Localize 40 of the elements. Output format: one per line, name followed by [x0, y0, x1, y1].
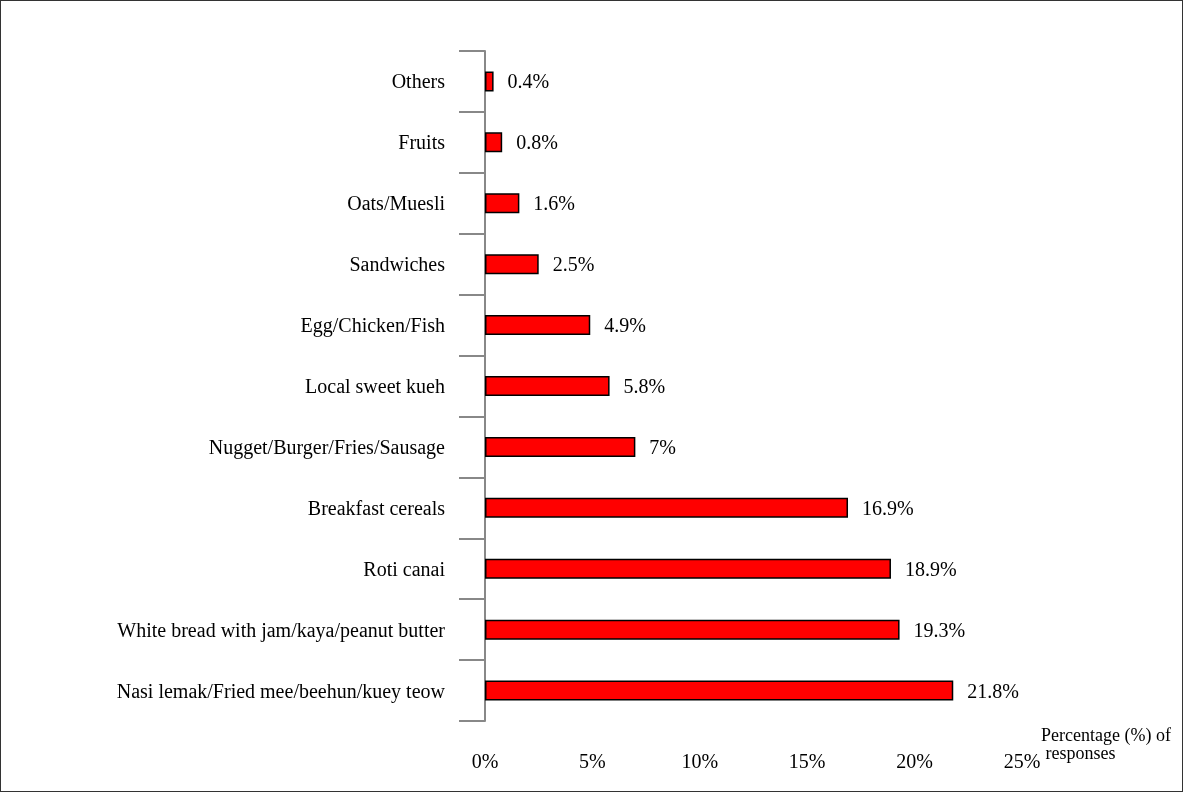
- bar: [485, 132, 503, 153]
- data-label: 19.3%: [913, 618, 966, 641]
- y-tick-label: Roti canai: [363, 557, 446, 580]
- x-tick-label: 20%: [896, 750, 933, 772]
- y-tick-label: Others: [391, 70, 446, 93]
- bar: [485, 436, 636, 457]
- x-tick-label: 5%: [579, 750, 606, 772]
- y-tick-label: Oats/Muesli: [347, 192, 446, 215]
- x-axis-title: Percentage (%) of responses: [1041, 725, 1171, 763]
- data-label: 0.4%: [507, 70, 550, 93]
- y-tick-label: Fruits: [398, 131, 446, 154]
- data-label: 1.6%: [533, 192, 576, 215]
- x-tick-label: 10%: [681, 750, 719, 772]
- data-label: 2.5%: [552, 253, 595, 276]
- data-label: 16.9%: [862, 496, 914, 519]
- data-label: 4.9%: [604, 314, 646, 337]
- x-tick-label: 15%: [788, 750, 826, 772]
- data-label: 21.8%: [967, 679, 1019, 702]
- data-label: 0.8%: [516, 131, 558, 154]
- x-tick-label: 0%: [471, 750, 499, 772]
- bar: [485, 71, 494, 92]
- bar: [485, 558, 891, 579]
- bar: [485, 680, 954, 701]
- y-tick-label: Egg/Chicken/Fish: [300, 314, 445, 338]
- bar: [485, 193, 520, 214]
- y-tick-label: Local sweet kueh: [305, 375, 445, 397]
- data-label: 7%: [649, 435, 677, 458]
- data-label: 5.8%: [623, 375, 666, 397]
- bar: [485, 497, 849, 518]
- y-tick-label: White bread with jam/kaya/peanut butter: [117, 618, 446, 642]
- bar: [485, 254, 539, 275]
- data-label: 18.9%: [904, 557, 957, 580]
- bar: [485, 619, 900, 640]
- y-tick-label: Breakfast cereals: [307, 496, 446, 519]
- bar: [485, 315, 591, 336]
- y-tick-label: Sandwiches: [349, 253, 446, 276]
- y-tick-label: Nugget/Burger/Fries/Sausage: [208, 435, 446, 459]
- bar: [485, 376, 610, 396]
- y-tick-label: Nasi lemak/Fried mee/beehun/kuey teow: [116, 679, 446, 703]
- x-tick-label: 25%: [1003, 750, 1041, 772]
